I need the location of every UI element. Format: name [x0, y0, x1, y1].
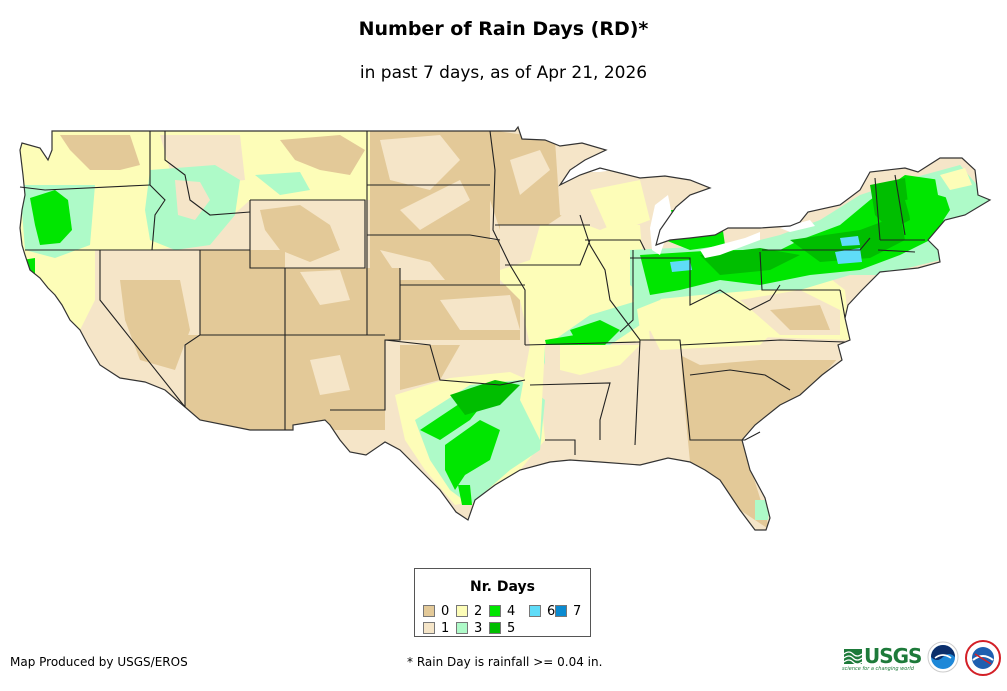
- legend-item-0: 0: [423, 603, 450, 619]
- nws-logo-icon: [965, 640, 1001, 676]
- legend-title: Nr. Days: [470, 579, 535, 595]
- legend-label-7: 7: [573, 603, 582, 619]
- legend-swatch-5: [489, 622, 501, 634]
- rain-day-footnote: * Rain Day is rainfall >= 0.04 in.: [407, 655, 603, 669]
- map-title: Number of Rain Days (RD)*: [358, 18, 649, 40]
- agency-logos: USGS science for a changing world: [842, 640, 1007, 680]
- legend-label-2: 2: [474, 603, 483, 619]
- legend-label-6: 6: [547, 603, 556, 619]
- noaa-logo-icon: [927, 641, 959, 673]
- legend-swatch-6: [529, 605, 541, 617]
- usgs-wave-icon: [844, 649, 862, 664]
- map-credit: Map Produced by USGS/EROS: [10, 655, 188, 669]
- legend-item-2: 2: [456, 603, 483, 619]
- usgs-tagline: science for a changing world: [842, 666, 914, 672]
- map-subtitle: in past 7 days, as of Apr 21, 2026: [359, 63, 648, 83]
- legend-item-1: 1: [423, 620, 450, 636]
- state-boundaries: [19, 130, 925, 455]
- legend-swatch-1: [423, 622, 435, 634]
- legend-item-3: 3: [456, 620, 483, 636]
- legend-label-1: 1: [441, 620, 450, 636]
- legend-swatch-7: [555, 605, 567, 617]
- legend-item-5: 5: [489, 620, 516, 636]
- legend-swatch-3: [456, 622, 468, 634]
- legend-item-4: 4: [489, 603, 516, 619]
- legend-label-5: 5: [507, 620, 516, 636]
- legend-label-0: 0: [441, 603, 450, 619]
- usgs-logo: USGS science for a changing world: [842, 644, 922, 674]
- legend-item-7: 7: [555, 603, 582, 619]
- legend-swatch-2: [456, 605, 468, 617]
- legend-label-3: 3: [474, 620, 483, 636]
- legend: Nr. Days 0 1 2 3 4 5 6 7: [414, 568, 591, 637]
- legend-swatch-4: [489, 605, 501, 617]
- usgs-wordmark: USGS: [864, 644, 922, 668]
- rain-days-map: [19, 126, 991, 531]
- legend-item-6: 6: [529, 603, 556, 619]
- legend-swatch-0: [423, 605, 435, 617]
- legend-label-4: 4: [507, 603, 516, 619]
